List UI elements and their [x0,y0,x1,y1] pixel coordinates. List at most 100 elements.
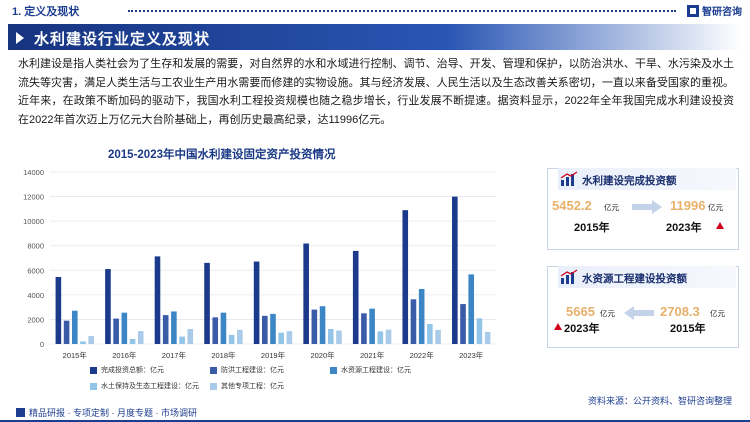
up-arrow-icon [716,222,724,229]
footer-tagline-text: 精品研报 · 专项定制 · 月度专题 · 市场调研 [29,408,197,418]
bar-5 [286,331,293,344]
legend-swatch [210,366,217,374]
bar-3 [468,274,475,344]
legend-label: 防洪工程建设：亿元 [221,367,284,374]
footer-rule [0,420,750,422]
legend-swatch [210,382,217,390]
bar-5 [237,329,243,344]
y-tick-label: 8000 [27,242,44,251]
legend-swatch [330,366,337,374]
base-unit: 亿元 [710,309,725,318]
bar-5 [336,330,342,344]
bar-2 [63,320,70,344]
legend-label: 其他专项工程：亿元 [221,383,284,390]
chart-title: 2015-2023年中国水利建设固定资产投资情况 [108,149,336,161]
y-tick-label: 2000 [27,315,44,324]
x-tick-label: 2022年 [410,350,435,360]
bar-2 [113,318,119,344]
bar-4 [476,318,483,344]
card-header: 水利建设完成投资额 [558,168,736,190]
intro-paragraph: 水利建设是指人类社会为了生存和发展的需要，对自然界的水和水域进行控制、调节、治导… [18,58,734,126]
bar-3 [319,306,326,344]
latest-unit: 亿元 [600,309,615,318]
bar-4 [327,329,334,344]
legend-item: 完成投资总额：亿元 [90,365,164,375]
bar-2 [262,315,268,344]
up-arrow-icon [554,323,562,330]
bar-4 [129,338,136,344]
card-header: 水资源工程建设投资额 [558,266,736,288]
x-tick-label: 2015年 [63,350,88,360]
bar-5 [435,329,441,344]
page-title: 水利建设行业定义及现状 [34,31,211,48]
bar-4 [377,331,384,344]
start-unit: 亿元 [604,203,619,212]
base-year: 2015年 [670,323,706,335]
section-number: 1. 定义及现状 [12,6,80,18]
brand-name: 智研咨询 [702,7,742,18]
x-tick-label: 2023年 [459,350,484,360]
x-tick-label: 2018年 [211,350,236,360]
dotted-divider [128,10,676,12]
bar-5 [385,329,392,344]
brand: 智研咨询 [687,3,742,18]
y-tick-label: 10000 [23,217,44,226]
x-tick-label: 2021年 [360,350,385,360]
card-total-investment: 水利建设完成投资额 5452.2 亿元 2015年 11996 亿元 2023年 [547,168,739,250]
bar-1 [352,250,359,344]
bar-2 [460,304,466,344]
x-tick-label: 2016年 [112,350,137,360]
x-tick-label: 2017年 [162,350,187,360]
bar-1 [402,210,409,344]
bar-1 [204,262,210,344]
bar-1 [303,243,309,344]
bar-3 [220,312,227,344]
legend-label: 水土保持及生态工程建设：亿元 [101,383,199,390]
y-tick-label: 4000 [27,291,44,300]
bar-chart-icon [560,269,578,284]
bar-1 [55,277,62,344]
bar-5 [187,329,194,344]
legend-item: 水资源工程建设：亿元 [330,365,411,375]
bar-5 [484,331,491,344]
right-arrow-icon [632,200,662,214]
legend-item: 其他专项工程：亿元 [210,381,284,391]
base-value: 2708.3 [660,304,700,319]
y-tick-label: 14000 [23,168,44,177]
bar-1 [452,196,458,344]
x-tick-label: 2019年 [261,350,286,360]
card-title: 水利建设完成投资额 [582,175,677,187]
brand-logo-icon [687,4,699,17]
bar-1 [154,256,161,344]
bar-3 [121,312,128,344]
bar-4 [427,324,433,344]
x-tick-label: 2020年 [310,350,335,360]
bar-chart-icon [560,171,578,186]
card-title: 水资源工程建设投资额 [582,273,687,285]
bar-4 [228,334,235,344]
start-year: 2015年 [574,222,610,234]
card-water-resource-investment: 水资源工程建设投资额 5665 亿元 2023年 2708.3 亿元 2015年 [547,266,739,348]
latest-year: 2023年 [564,323,600,335]
legend-swatch [90,382,97,390]
bar-2 [410,299,417,344]
bar-2 [361,313,367,344]
end-unit: 亿元 [708,203,723,212]
legend-label: 完成投资总额：亿元 [101,367,164,374]
bar-1 [105,269,111,344]
y-tick-label: 12000 [23,193,44,202]
bar-2 [311,309,318,344]
data-source: 资料来源：公开资料、智研咨询整理 [587,396,732,406]
top-bar: 1. 定义及现状 智研咨询 [0,0,750,22]
investment-bar-chart: 0 2000 4000 6000 8000 10000 12000 14000 2015年 201… [23,168,496,360]
bar-3 [369,308,375,344]
bar-3 [418,288,425,344]
left-arrow-icon [624,306,654,320]
bar-3 [270,313,276,344]
y-tick-label: 6000 [27,266,44,275]
legend-item: 水土保持及生态工程建设：亿元 [90,381,199,391]
latest-value: 5665 [566,304,595,319]
footer: 精品研报 · 专项定制 · 月度专题 · 市场调研 资料来源：公开资料、智研咨询… [0,396,750,422]
bar-4 [278,332,284,344]
triangle-icon [16,32,24,44]
